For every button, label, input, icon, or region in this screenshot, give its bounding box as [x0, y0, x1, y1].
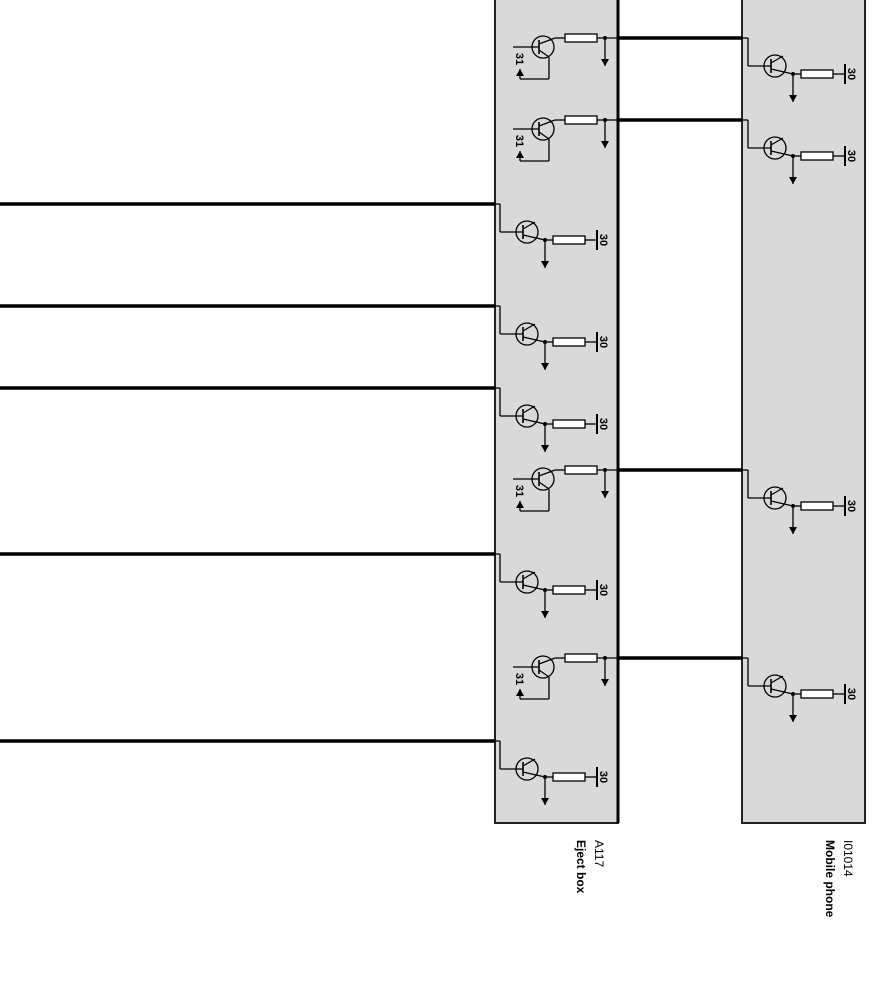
wire [522, 323, 536, 332]
resistor [564, 653, 598, 663]
supply-label: 30 [597, 234, 609, 246]
wire [538, 49, 550, 58]
arrow-head [541, 261, 549, 268]
eject-box [494, 0, 619, 824]
wire [522, 234, 546, 241]
resistor [552, 235, 586, 245]
wire [770, 55, 784, 64]
supply-label: 30 [597, 771, 609, 783]
ground-label: 31 [513, 673, 525, 685]
resistor [552, 585, 586, 595]
arrow-head [516, 501, 524, 508]
resistor [800, 69, 834, 79]
ground-label: 31 [513, 53, 525, 65]
supply-label: 30 [597, 418, 609, 430]
supply-label: 30 [597, 584, 609, 596]
transistor [515, 322, 539, 346]
wire [538, 669, 550, 678]
arrow-head [516, 151, 524, 158]
eject-box-name: Eject box [574, 840, 588, 894]
arrow-head [601, 679, 609, 686]
arrow-head [541, 611, 549, 618]
transistor [763, 136, 787, 160]
arrow-head [789, 177, 797, 184]
wire [522, 758, 536, 767]
phone-id: I01014 [841, 840, 855, 877]
resistor [552, 772, 586, 782]
arrow-head [789, 715, 797, 722]
ground-label: 31 [513, 135, 525, 147]
resistor [564, 33, 598, 43]
arrow-head [541, 445, 549, 452]
arrow-head [541, 363, 549, 370]
wire [522, 336, 546, 343]
wire [538, 131, 550, 140]
wire [538, 657, 556, 665]
wire [522, 771, 546, 778]
wire [522, 221, 536, 230]
arrow-head [516, 689, 524, 696]
transistor [763, 486, 787, 510]
wire [770, 500, 794, 507]
wire [538, 481, 550, 490]
resistor [800, 151, 834, 161]
arrow-head [516, 69, 524, 76]
resistor [564, 465, 598, 475]
wire [522, 571, 536, 580]
wire [538, 469, 556, 477]
wire [522, 405, 536, 414]
wire [770, 487, 784, 496]
arrow-head [601, 141, 609, 148]
arrow-head [789, 95, 797, 102]
wire [538, 119, 556, 127]
transistor [515, 220, 539, 244]
eject-box-id: A117 [592, 840, 606, 867]
resistor [564, 115, 598, 125]
wire [522, 418, 546, 425]
wire [522, 584, 546, 591]
wire [538, 37, 556, 45]
wire [770, 137, 784, 146]
wire [770, 675, 784, 684]
transistor [763, 674, 787, 698]
transistor [763, 54, 787, 78]
wire [770, 150, 794, 157]
resistor [552, 337, 586, 347]
ground-label: 31 [513, 485, 525, 497]
arrow-head [541, 798, 549, 805]
wire [770, 688, 794, 695]
transistor [515, 404, 539, 428]
resistor [800, 689, 834, 699]
arrow-head [789, 527, 797, 534]
supply-label: 30 [845, 150, 857, 162]
supply-label: 30 [845, 68, 857, 80]
arrow-head [601, 491, 609, 498]
supply-label: 30 [845, 688, 857, 700]
phone-name: Mobile phone [823, 840, 837, 918]
arrow-head [601, 59, 609, 66]
wire [770, 68, 794, 75]
supply-label: 30 [845, 500, 857, 512]
resistor [552, 419, 586, 429]
supply-label: 30 [597, 336, 609, 348]
transistor [515, 757, 539, 781]
resistor [800, 501, 834, 511]
transistor [515, 570, 539, 594]
